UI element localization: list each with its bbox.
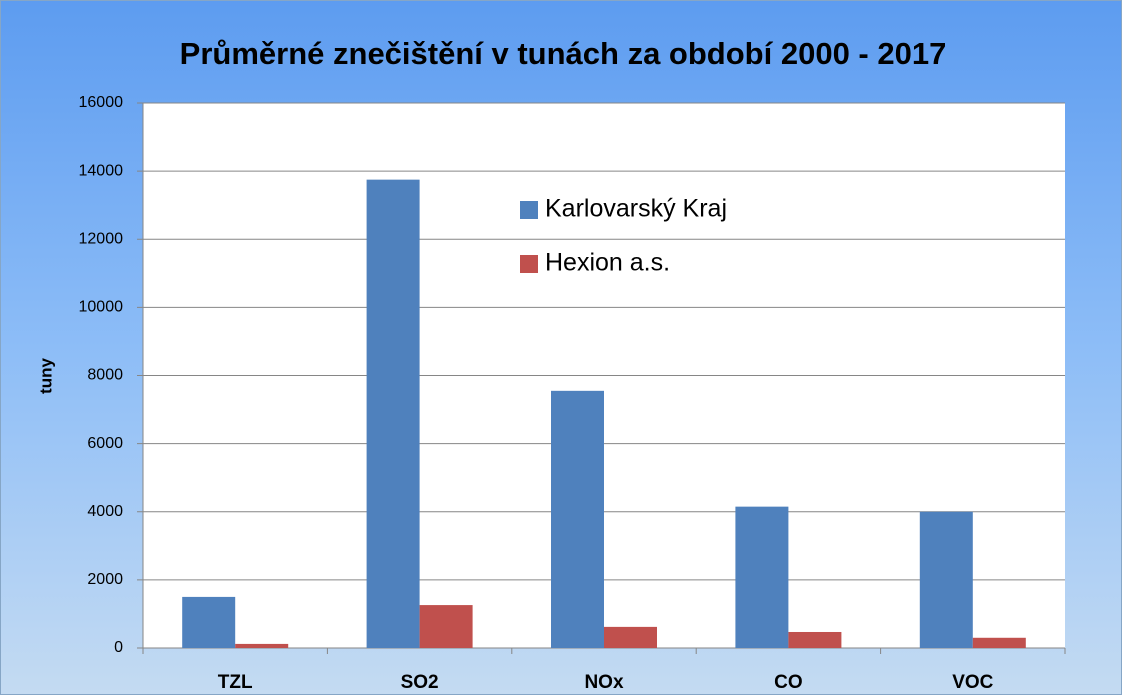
bar [735, 506, 789, 648]
bar [551, 390, 604, 648]
x-tick-label: TZL [218, 672, 253, 693]
legend-swatch [520, 255, 538, 273]
y-tick-label: 12000 [79, 230, 124, 247]
y-tick-label: 14000 [79, 162, 124, 179]
bar [604, 626, 657, 648]
bar [182, 596, 236, 648]
bar [366, 179, 420, 648]
bar [788, 631, 842, 648]
y-tick-label: 16000 [79, 94, 124, 111]
y-tick-label: 4000 [87, 503, 123, 520]
x-tick-label: SO2 [401, 672, 439, 693]
bar [419, 605, 473, 648]
legend-swatch [520, 201, 538, 219]
x-tick-label: CO [774, 672, 803, 693]
legend-label: Karlovarský Kraj [545, 195, 727, 223]
y-tick-label: 6000 [87, 435, 123, 452]
y-tick-label: 10000 [79, 299, 124, 316]
bar [972, 637, 1026, 648]
chart-title: Průměrné znečištění v tunách za období 2… [180, 36, 947, 71]
x-tick-label: NOx [584, 672, 624, 693]
y-tick-label: 2000 [87, 571, 123, 588]
legend-label: Hexion a.s. [545, 249, 670, 277]
y-tick-label: 0 [114, 639, 123, 656]
x-tick-label: VOC [952, 672, 993, 693]
bar [235, 643, 289, 648]
bar [919, 511, 973, 648]
y-axis-label: tuny [36, 358, 55, 394]
y-tick-label: 8000 [87, 367, 123, 384]
